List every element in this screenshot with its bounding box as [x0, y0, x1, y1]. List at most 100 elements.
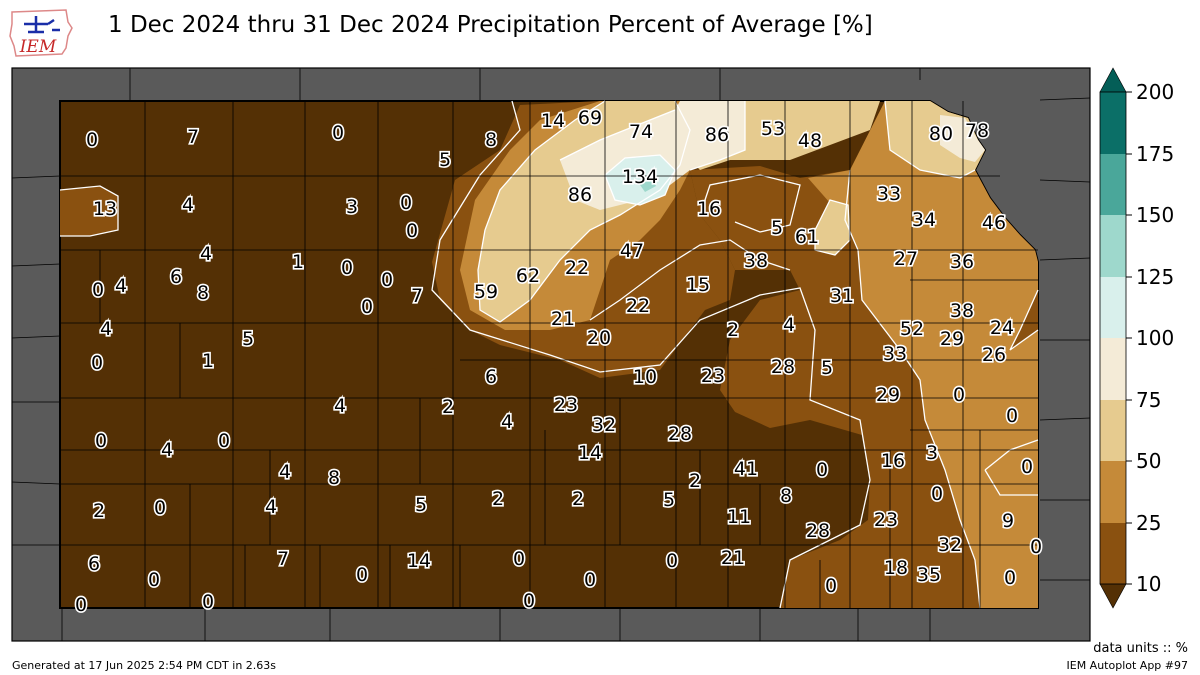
county-value-label: 0: [1006, 405, 1018, 427]
county-value-label: 61: [795, 226, 819, 248]
county-value-label: 26: [982, 344, 1006, 366]
county-value-label: 28: [668, 423, 692, 445]
county-value-label: 2: [727, 319, 739, 341]
contour-150-spot: [638, 176, 656, 192]
county-value-label: 21: [551, 308, 575, 330]
county-value-label: 29: [940, 328, 964, 350]
county-value-label: 14: [407, 550, 431, 572]
app-label: IEM Autoplot App #97: [1066, 659, 1189, 672]
county-value-label: 52: [900, 318, 924, 340]
colorbar: 200 175 150 125 100 75 50 25 10: [1099, 67, 1174, 609]
county-value-label: 59: [474, 281, 498, 303]
logo-text: IEM: [19, 37, 57, 57]
county-value-label: 0: [91, 352, 103, 374]
generated-timestamp: Generated at 17 Jun 2025 2:54 PM CDT in …: [12, 659, 277, 672]
colorbar-band-75-100: [1100, 338, 1126, 400]
page-title: 1 Dec 2024 thru 31 Dec 2024 Precipitatio…: [108, 12, 873, 38]
iem-logo: IEM: [9, 9, 73, 57]
county-value-label: 4: [334, 395, 346, 417]
county-value-label: 0: [513, 548, 525, 570]
colorbar-tick-label: 125: [1136, 265, 1174, 289]
county-value-label: 0: [341, 257, 353, 279]
county-value-label: 7: [187, 126, 199, 148]
colorbar-tick-label: 50: [1136, 449, 1161, 473]
colorbar-tick-label: 75: [1136, 388, 1161, 412]
county-value-label: 7: [411, 285, 423, 307]
county-value-label: 38: [950, 300, 974, 322]
county-value-label: 62: [516, 265, 540, 287]
county-value-label: 0: [400, 192, 412, 214]
county-value-label: 0: [953, 384, 965, 406]
county-value-label: 10: [633, 366, 657, 388]
county-value-label: 2: [442, 396, 454, 418]
county-value-label: 4: [783, 314, 795, 336]
county-value-label: 34: [912, 209, 936, 231]
county-value-label: 5: [663, 489, 675, 511]
county-value-label: 4: [265, 496, 277, 518]
colorbar-band-50-75: [1100, 400, 1126, 461]
county-value-label: 4: [200, 243, 212, 265]
county-value-label: 8: [780, 485, 792, 507]
county-value-label: 0: [523, 590, 535, 612]
county-value-label: 48: [798, 130, 822, 152]
county-value-label: 0: [86, 129, 98, 151]
county-value-label: 0: [931, 483, 943, 505]
colorbar-band-125-150: [1100, 215, 1126, 277]
units-label: data units :: %: [1093, 641, 1188, 656]
county-value-label: 23: [554, 394, 578, 416]
county-value-label: 23: [874, 509, 898, 531]
county-value-label: 78: [965, 120, 989, 142]
county-value-label: 0: [75, 594, 87, 616]
county-value-label: 2: [492, 488, 504, 510]
county-value-label: 4: [100, 318, 112, 340]
county-value-label: 69: [578, 107, 602, 129]
county-value-label: 9: [1002, 510, 1014, 532]
county-value-label: 80: [929, 123, 953, 145]
colorbar-tick-label: 100: [1136, 326, 1174, 350]
county-value-label: 74: [629, 121, 653, 143]
county-value-label: 5: [439, 149, 451, 171]
colorbar-band-10-25: [1100, 523, 1126, 584]
county-value-label: 2: [572, 488, 584, 510]
colorbar-top-arrow: [1099, 67, 1127, 93]
colorbar-band-25-50: [1100, 461, 1126, 523]
county-value-label: 21: [721, 547, 745, 569]
county-value-label: 31: [830, 285, 854, 307]
contour-100-ne: [940, 115, 985, 162]
county-value-label: 28: [771, 356, 795, 378]
county-value-label: 4: [182, 194, 194, 216]
county-value-label: 134: [622, 166, 658, 188]
county-value-label: 53: [761, 118, 785, 140]
county-value-label: 20: [587, 327, 611, 349]
county-value-label: 7: [277, 548, 289, 570]
county-value-label: 0: [361, 296, 373, 318]
county-value-label: 0: [825, 575, 837, 597]
county-value-label: 0: [1021, 456, 1033, 478]
county-value-label: 0: [406, 220, 418, 242]
county-value-label: 86: [705, 124, 729, 146]
county-value-label: 1: [292, 251, 304, 273]
contour-25-west: [60, 186, 118, 236]
county-value-label: 0: [92, 279, 104, 301]
contour-125-center: [605, 155, 675, 205]
county-value-label: 23: [701, 365, 725, 387]
county-value-label: 0: [816, 459, 828, 481]
county-value-label: 29: [876, 384, 900, 406]
county-value-label: 0: [95, 430, 107, 452]
county-value-label: 5: [242, 328, 254, 350]
iowa-outline-icon: [9, 9, 73, 57]
county-value-label: 33: [883, 343, 907, 365]
county-value-label: 4: [161, 439, 173, 461]
county-value-label: 8: [197, 282, 209, 304]
county-value-label: 5: [771, 217, 783, 239]
county-value-label: 18: [884, 557, 908, 579]
county-value-label: 3: [346, 196, 358, 218]
county-value-label: 4: [279, 461, 291, 483]
county-value-label: 13: [93, 198, 117, 220]
county-value-label: 22: [626, 295, 650, 317]
county-value-label: 3: [926, 442, 938, 464]
county-value-label: 0: [154, 497, 166, 519]
colorbar-band-175-200: [1100, 92, 1126, 154]
county-value-label: 4: [115, 275, 127, 297]
